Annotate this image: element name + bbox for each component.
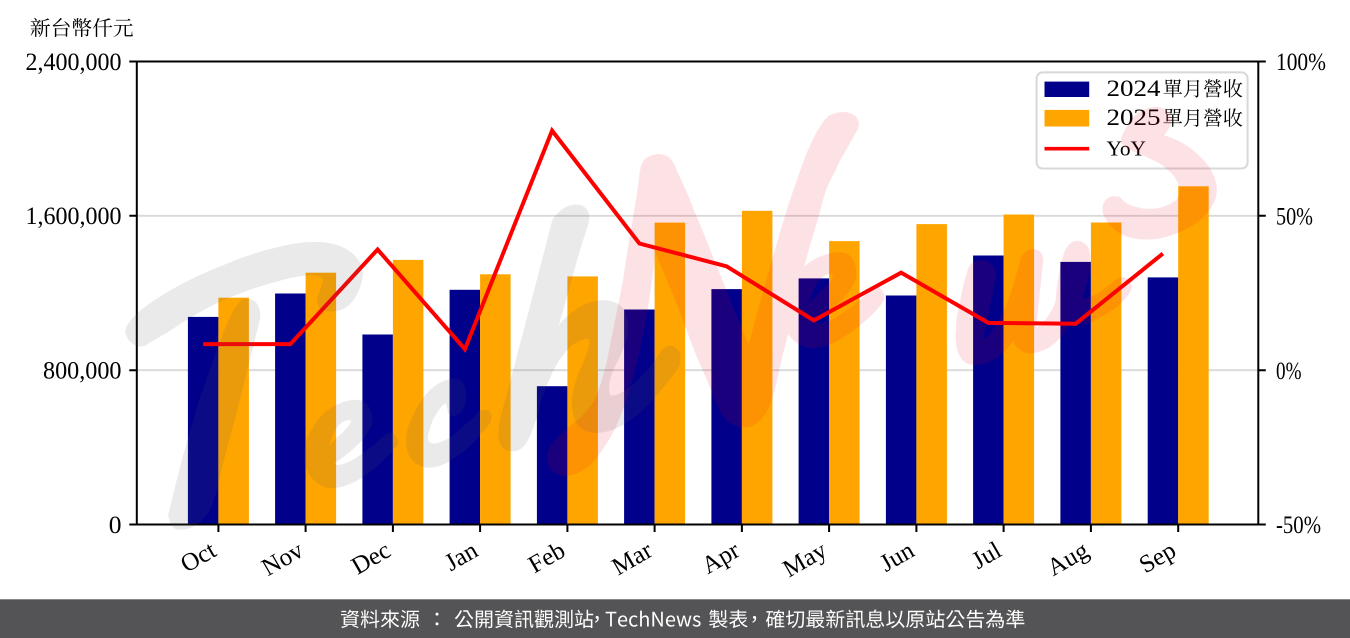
svg-text:1,600,000: 1,600,000 xyxy=(26,201,122,230)
svg-text:50%: 50% xyxy=(1276,201,1313,230)
svg-text:800,000: 800,000 xyxy=(43,356,122,385)
svg-text:100%: 100% xyxy=(1276,47,1326,76)
svg-text:2025: 2025 xyxy=(1107,105,1161,130)
svg-text:YoY: YoY xyxy=(1107,136,1147,160)
svg-text:0%: 0% xyxy=(1276,356,1302,385)
svg-text:-50%: -50% xyxy=(1276,510,1321,539)
svg-text:2024: 2024 xyxy=(1107,76,1162,101)
svg-text:0: 0 xyxy=(109,510,122,539)
svg-text:2,400,000: 2,400,000 xyxy=(26,47,122,76)
